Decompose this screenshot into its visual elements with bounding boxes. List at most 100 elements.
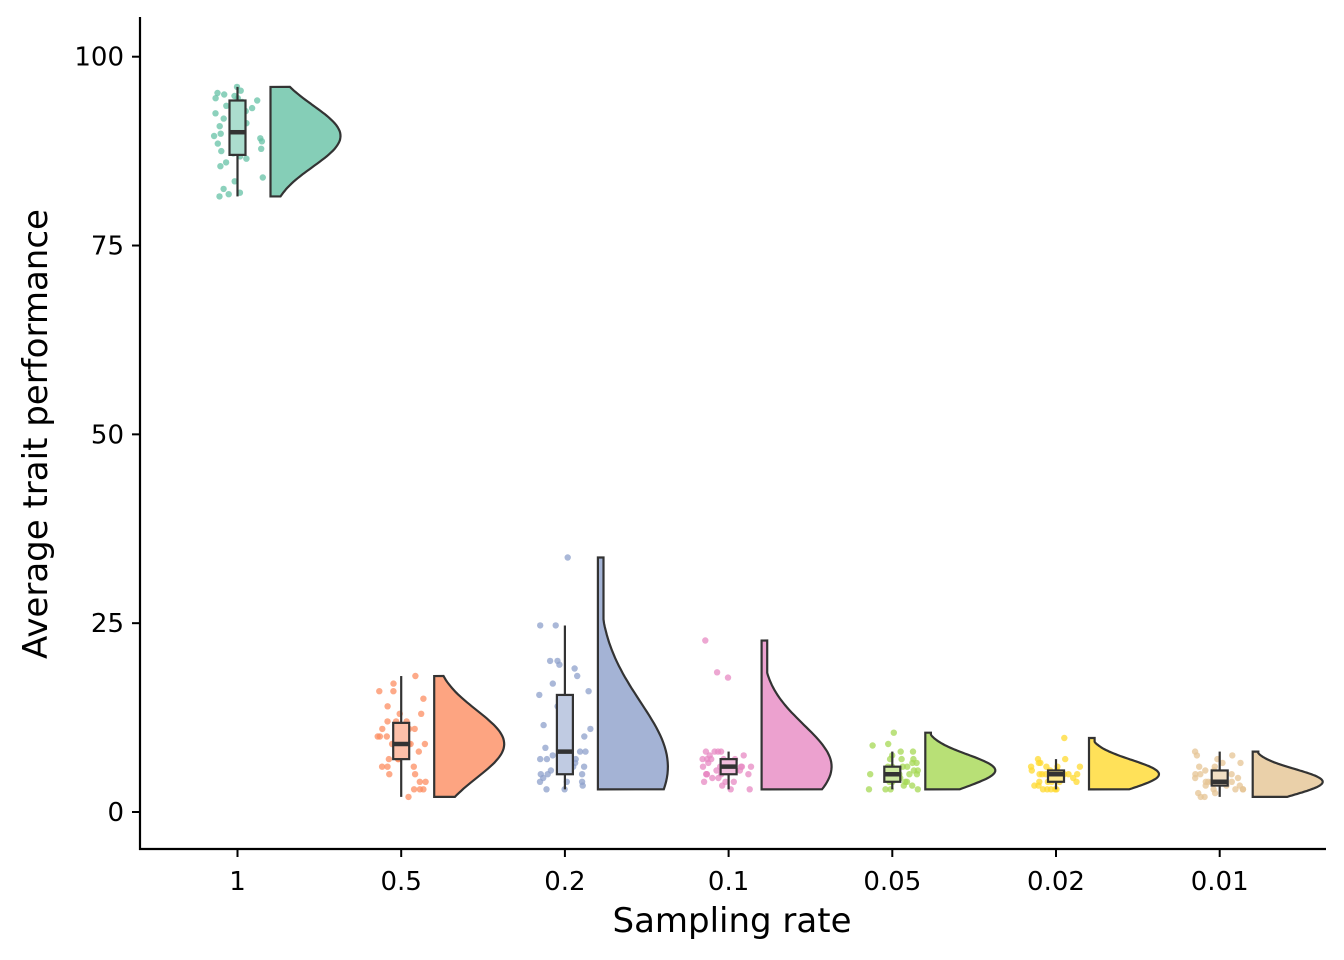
data-point	[897, 748, 904, 755]
x-axis-title: Sampling rate	[612, 901, 851, 941]
data-point	[571, 665, 578, 672]
data-point	[210, 132, 218, 140]
data-point	[258, 138, 266, 145]
data-point	[906, 771, 913, 778]
data-point	[1061, 734, 1068, 742]
data-point	[582, 748, 589, 755]
data-point	[1062, 755, 1069, 763]
group-0_02	[1027, 734, 1161, 793]
data-point	[383, 733, 390, 740]
data-point	[376, 688, 383, 695]
data-point	[740, 752, 747, 759]
data-point	[237, 87, 244, 94]
data-points	[865, 729, 921, 793]
data-point	[578, 771, 586, 778]
data-point	[1232, 786, 1239, 793]
half-violin	[760, 639, 833, 791]
data-point	[1192, 774, 1199, 782]
group-0_05	[865, 729, 997, 793]
data-point	[882, 786, 889, 793]
data-point	[1219, 759, 1226, 767]
data-point	[410, 763, 417, 770]
x-ticks: 1 0.5 0.2 0.1 0.05 0.02 0.01	[229, 849, 1249, 897]
y-tick-label: 0	[107, 798, 124, 828]
data-point	[422, 778, 429, 785]
data-point	[540, 721, 547, 729]
data-point	[1228, 771, 1235, 778]
data-point	[869, 742, 876, 749]
data-point	[384, 763, 391, 770]
data-point	[549, 680, 556, 687]
x-tick-label: 1	[229, 867, 246, 897]
data-point	[1065, 771, 1072, 778]
data-point	[705, 759, 712, 767]
x-tick-label: 0.5	[381, 867, 422, 897]
data-point	[713, 669, 721, 676]
data-point	[421, 740, 429, 748]
y-axis-title: Average trait performance	[16, 209, 56, 659]
data-point	[1237, 759, 1244, 767]
data-point	[549, 752, 556, 759]
data-point	[259, 174, 266, 181]
data-point	[745, 771, 752, 778]
data-point	[385, 755, 393, 763]
data-point	[374, 733, 381, 740]
data-point	[1074, 771, 1081, 778]
data-point	[1202, 782, 1209, 789]
data-point	[1193, 752, 1201, 759]
y-tick-label: 50	[91, 420, 124, 450]
data-point	[730, 778, 737, 785]
data-point	[384, 718, 391, 725]
data-point	[1073, 778, 1080, 785]
data-point	[248, 104, 256, 112]
data-point	[544, 771, 551, 778]
data-point	[386, 771, 393, 778]
data-point	[416, 778, 423, 785]
data-point	[585, 688, 592, 695]
data-point	[580, 763, 588, 770]
data-point	[384, 703, 391, 710]
data-point	[587, 725, 594, 733]
data-point	[1028, 767, 1036, 774]
data-point	[709, 774, 716, 782]
data-point	[1035, 782, 1042, 789]
data-point	[1076, 763, 1084, 770]
y-tick-label: 25	[91, 609, 124, 639]
data-point	[216, 123, 223, 130]
data-point	[702, 637, 709, 644]
data-point	[543, 755, 551, 763]
data-point	[700, 778, 708, 785]
data-point	[909, 782, 916, 789]
y-tick-label: 75	[91, 232, 124, 262]
data-point	[746, 786, 753, 793]
half-violin	[1087, 736, 1161, 791]
data-point	[909, 759, 916, 767]
data-point	[1234, 774, 1242, 782]
box-iqr	[228, 99, 247, 156]
data-point	[703, 771, 710, 778]
data-point	[390, 680, 397, 687]
group-0_5	[374, 672, 506, 801]
data-point	[537, 755, 544, 763]
data-point	[867, 771, 874, 778]
box-iqr	[392, 721, 411, 761]
data-point	[418, 710, 425, 717]
data-point	[579, 782, 586, 789]
group-0_1	[699, 637, 833, 793]
y-ticks: 0 25 50 75 100	[74, 43, 140, 828]
data-point	[1037, 759, 1044, 767]
data-point	[410, 786, 418, 793]
data-point	[1229, 752, 1236, 759]
half-violin	[596, 556, 670, 791]
data-point	[904, 763, 911, 770]
data-points	[374, 672, 429, 801]
data-point	[536, 778, 544, 785]
group-0_01	[1191, 748, 1324, 801]
data-point	[216, 193, 223, 200]
data-point	[214, 89, 221, 97]
data-point	[221, 91, 228, 98]
data-point	[1044, 786, 1051, 793]
data-point	[412, 672, 419, 680]
half-violin	[433, 674, 506, 799]
